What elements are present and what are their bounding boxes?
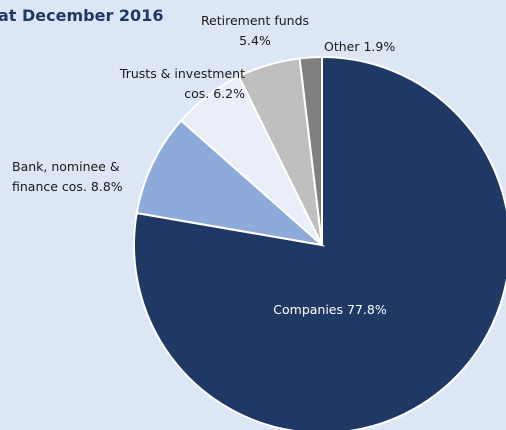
value-label: 5.4% — [239, 33, 271, 48]
category-name: Trusts & investment cos. — [119, 66, 245, 101]
category-name: Companies — [273, 302, 344, 317]
value-label: 1.9% — [363, 39, 396, 54]
slice-label: Other 1.9% — [324, 37, 424, 57]
pie-slice — [135, 119, 326, 247]
category-name: Bank, nominee & finance cos. — [12, 159, 120, 194]
category-name: Retirement funds — [200, 13, 310, 28]
slice-label: Bank, nominee & finance cos. 8.8% — [12, 157, 132, 197]
pie-slice — [298, 55, 323, 246]
value-label: 77.8% — [347, 302, 387, 317]
chart-title: at December 2016 — [0, 6, 164, 25]
value-label: 6.2% — [213, 86, 245, 101]
slice-label: Companies 77.8% — [255, 300, 405, 320]
pie-slice — [133, 55, 506, 430]
value-label: 8.8% — [90, 179, 123, 194]
slice-label: Retirement funds 5.4% — [190, 11, 320, 51]
category-name: Other — [324, 39, 360, 54]
slice-label: Trusts & investment cos. 6.2% — [100, 64, 245, 104]
